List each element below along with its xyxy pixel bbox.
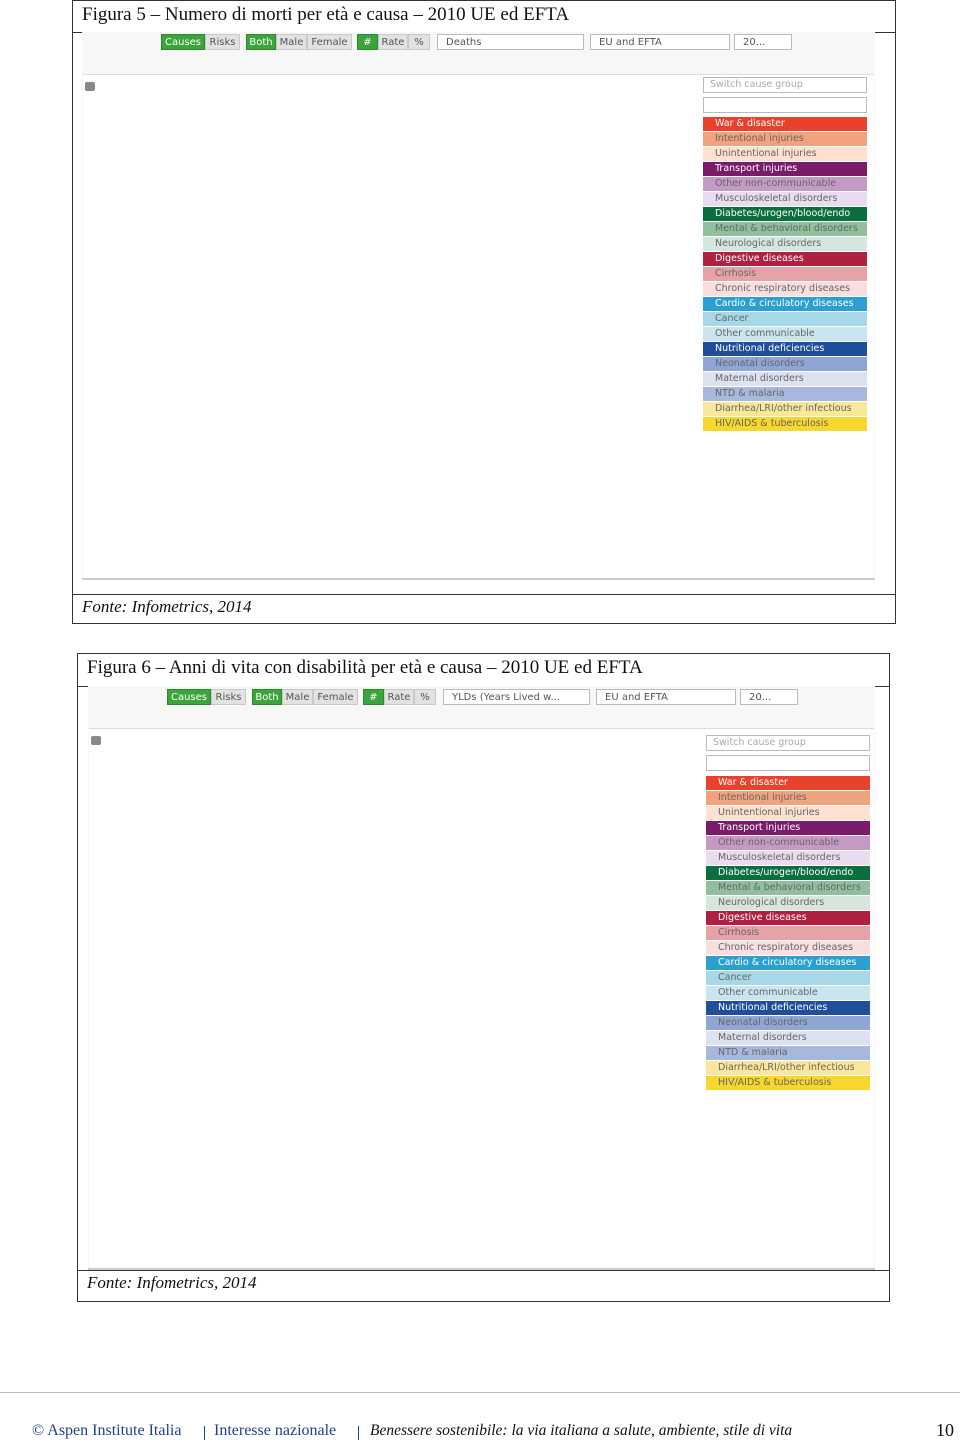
dropdown[interactable]: YLDs (Years Lived w... (443, 689, 590, 705)
legend-item[interactable]: Cirrhosis (706, 926, 870, 940)
cause-group-select[interactable]: Switch cause group (706, 735, 870, 751)
source: Fonte: Infometrics, 2014 (82, 597, 252, 616)
legend-item[interactable]: Diarrhea/LRI/other infectious (706, 1061, 870, 1075)
dropdown[interactable]: 20... (740, 689, 798, 705)
dropdown[interactable]: EU and EFTA (596, 689, 736, 705)
search-box[interactable] (706, 755, 870, 771)
snapshot-icon (91, 736, 101, 745)
legend-item[interactable]: Transport injuries (703, 162, 867, 176)
footer-separator (358, 1426, 359, 1440)
legend-item[interactable]: Other non-communicable (706, 836, 870, 850)
legend-item[interactable]: Musculoskeletal disorders (706, 851, 870, 865)
legend-item[interactable]: Digestive diseases (706, 911, 870, 925)
toggle-button[interactable]: Male (276, 34, 307, 50)
footer-title: Benessere sostenibile: la via italiana a… (370, 1422, 793, 1439)
legend-item[interactable]: Other communicable (703, 327, 867, 341)
legend-item[interactable]: NTD & malaria (706, 1046, 870, 1060)
legend-item[interactable]: Chronic respiratory diseases (706, 941, 870, 955)
dropdown[interactable]: Deaths (437, 34, 584, 50)
figure-title: Figura 5 – Numero di morti per età e cau… (82, 4, 570, 25)
footer-separator (204, 1426, 205, 1440)
legend-item[interactable]: HIV/AIDS & tuberculosis (706, 1076, 870, 1090)
toggle-button[interactable]: Risks (211, 689, 246, 705)
legend-item[interactable]: Mental & behavioral disorders (703, 222, 867, 236)
toggle-button[interactable]: Male (282, 689, 313, 705)
toggle-button[interactable]: Risks (205, 34, 240, 50)
footer-left: © Aspen Institute Italia (32, 1422, 182, 1439)
legend-item[interactable]: Musculoskeletal disorders (703, 192, 867, 206)
legend-item[interactable]: Nutritional deficiencies (706, 1001, 870, 1015)
legend-item[interactable]: Chronic respiratory diseases (703, 282, 867, 296)
legend-item[interactable]: Unintentional injuries (706, 806, 870, 820)
toggle-button[interactable]: # (363, 689, 384, 705)
legend-item[interactable]: HIV/AIDS & tuberculosis (703, 417, 867, 431)
legend-item[interactable]: Diabetes/urogen/blood/endo (706, 866, 870, 880)
legend-item[interactable]: Neurological disorders (703, 237, 867, 251)
legend-item[interactable]: Neonatal disorders (703, 357, 867, 371)
legend-item[interactable]: Neonatal disorders (706, 1016, 870, 1030)
dropdown[interactable]: EU and EFTA (590, 34, 730, 50)
legend-item[interactable]: Cardio & circulatory diseases (706, 956, 870, 970)
legend-item[interactable]: Cancer (706, 971, 870, 985)
legend: War & disaster Intentional injuries Uninte… (703, 117, 867, 432)
legend-item[interactable]: Mental & behavioral disorders (706, 881, 870, 895)
cause-group-select[interactable]: Switch cause group (703, 77, 867, 93)
legend-item[interactable]: Intentional injuries (706, 791, 870, 805)
legend-item[interactable]: NTD & malaria (703, 387, 867, 401)
page-number: 10 (936, 1420, 954, 1440)
toggle-button[interactable]: Both (246, 34, 276, 50)
toggle-button[interactable]: Causes (161, 34, 205, 50)
source: Fonte: Infometrics, 2014 (87, 1273, 257, 1292)
footer-middle: Interesse nazionale (214, 1422, 337, 1439)
legend-item[interactable]: Cancer (703, 312, 867, 326)
toggle-button[interactable]: Causes (167, 689, 211, 705)
toggle-button[interactable]: % (408, 34, 430, 50)
legend: War & disaster Intentional injuries Uninte… (706, 776, 870, 1091)
figure-title: Figura 6 – Anni di vita con disabilità p… (87, 657, 643, 678)
toggle-button[interactable]: % (414, 689, 436, 705)
snapshot-icon (85, 82, 95, 91)
legend-item[interactable]: Cardio & circulatory diseases (703, 297, 867, 311)
legend-item[interactable]: Intentional injuries (703, 132, 867, 146)
legend-item[interactable]: War & disaster (703, 117, 867, 131)
source-rule (72, 594, 896, 595)
search-box[interactable] (703, 97, 867, 113)
legend-item[interactable]: Cirrhosis (703, 267, 867, 281)
toggle-button[interactable]: # (357, 34, 378, 50)
dropdown[interactable]: 20... (734, 34, 792, 50)
legend-item[interactable]: Diabetes/urogen/blood/endo (703, 207, 867, 221)
toggle-button[interactable]: Female (313, 689, 358, 705)
legend-item[interactable]: Maternal disorders (703, 372, 867, 386)
legend-item[interactable]: Digestive diseases (703, 252, 867, 266)
figure-box (72, 0, 896, 624)
toggle-button[interactable]: Both (252, 689, 282, 705)
legend-item[interactable]: Neurological disorders (706, 896, 870, 910)
legend-item[interactable]: Other non-communicable (703, 177, 867, 191)
legend-item[interactable]: Nutritional deficiencies (703, 342, 867, 356)
legend-item[interactable]: Transport injuries (706, 821, 870, 835)
legend-item[interactable]: Maternal disorders (706, 1031, 870, 1045)
legend-item[interactable]: War & disaster (706, 776, 870, 790)
toggle-button[interactable]: Rate (378, 34, 408, 50)
legend-item[interactable]: Other communicable (706, 986, 870, 1000)
toggle-button[interactable]: Female (307, 34, 352, 50)
toggle-button[interactable]: Rate (384, 689, 414, 705)
legend-item[interactable]: Diarrhea/LRI/other infectious (703, 402, 867, 416)
legend-item[interactable]: Unintentional injuries (703, 147, 867, 161)
figure-box (77, 653, 890, 1302)
footer-rule (0, 1392, 960, 1393)
source-rule (77, 1270, 890, 1271)
